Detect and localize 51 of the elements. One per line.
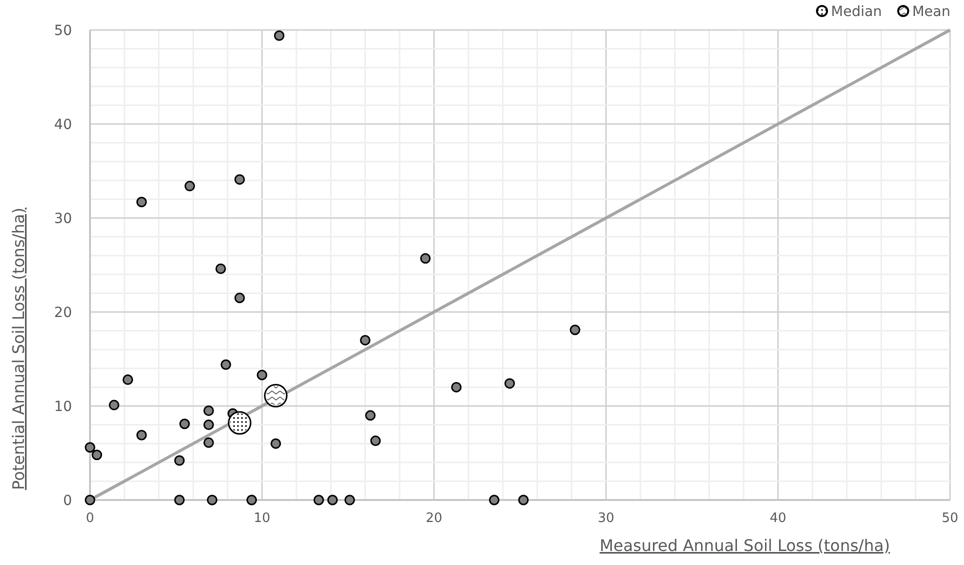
point (270, 438, 282, 449)
point (274, 30, 284, 41)
point (360, 334, 370, 346)
y-tick-label: 50 (54, 23, 72, 39)
point (420, 253, 431, 264)
x-tick-label: 10 (254, 511, 270, 526)
x-axis-title: Measured Annual Soil Loss (tons/ha) (600, 536, 890, 555)
point (314, 494, 324, 506)
point (84, 494, 96, 506)
point (136, 430, 147, 440)
point (488, 494, 500, 506)
point (365, 410, 376, 421)
y-tick-label: 10 (54, 399, 72, 415)
legend-label: Median (831, 4, 882, 20)
point (234, 292, 245, 304)
point (203, 437, 214, 448)
point (246, 494, 257, 506)
point (92, 450, 102, 460)
point (256, 370, 268, 380)
point (451, 382, 462, 392)
point (504, 378, 515, 389)
point (206, 494, 218, 506)
x-tick-label: 0 (86, 511, 94, 526)
point (136, 196, 147, 208)
point (108, 400, 120, 410)
point (220, 359, 232, 370)
point (344, 494, 355, 506)
point (215, 264, 226, 274)
x-tick-label: 40 (770, 511, 786, 526)
point (570, 324, 580, 336)
point (518, 494, 529, 506)
y-tick-label: 0 (63, 493, 72, 509)
point (234, 174, 245, 185)
y-tick-label: 20 (54, 305, 72, 321)
point (203, 405, 214, 416)
point (84, 442, 96, 453)
point (174, 455, 185, 466)
point (184, 180, 196, 192)
x-tick-label: 30 (598, 511, 614, 526)
x-tick-label: 50 (942, 511, 958, 526)
legend-label: Mean (912, 4, 950, 20)
y-axis-title: Potential Annual Soil Loss (tons/ha) (9, 208, 28, 490)
x-tick-label: 20 (426, 511, 442, 526)
point (122, 374, 134, 385)
point (327, 494, 338, 506)
point (370, 436, 381, 446)
y-tick-label: 30 (54, 211, 72, 227)
point (179, 418, 190, 430)
point (203, 420, 214, 430)
point (174, 494, 185, 506)
y-tick-label: 40 (54, 117, 72, 133)
